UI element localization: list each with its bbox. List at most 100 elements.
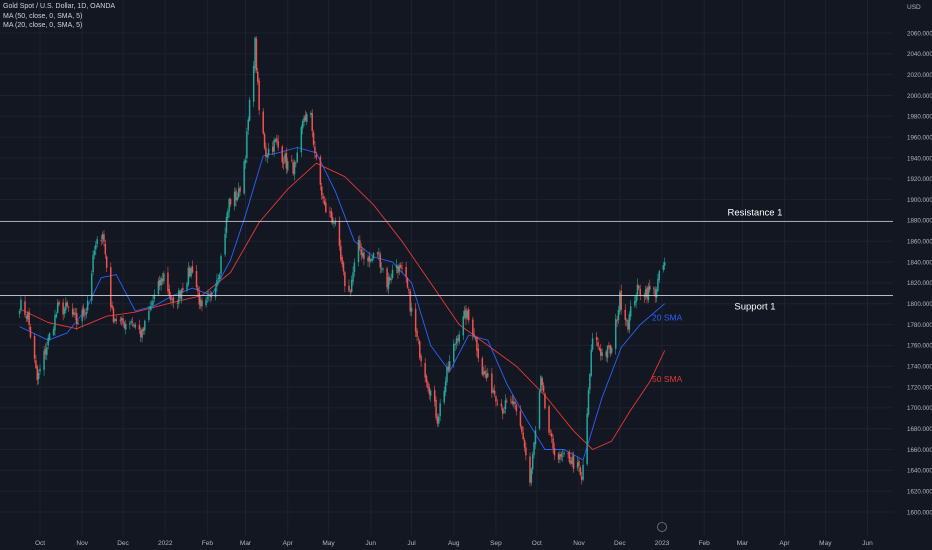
candle: [248, 96, 251, 122]
candle: [644, 285, 647, 301]
candle: [399, 262, 402, 269]
time-axis[interactable]: Oct Nov Dec 2022 Feb Mar Apr May Jun Jul Aug Sep Oct…: [0, 522, 932, 550]
candle-body: [255, 38, 258, 71]
candle-body: [350, 279, 353, 292]
candle-body: [239, 187, 241, 192]
candle: [120, 316, 123, 326]
candle-body: [199, 299, 202, 307]
candle-body: [169, 295, 172, 300]
candle: [296, 146, 298, 164]
candle: [112, 306, 115, 324]
symbol-title[interactable]: Gold Spot / U.S. Dollar, 1D, OANDA: [3, 3, 116, 10]
candle: [111, 301, 113, 310]
candle: [467, 306, 470, 324]
candle: [96, 235, 98, 248]
candle: [538, 389, 541, 431]
candle: [85, 308, 88, 319]
candle: [312, 129, 315, 148]
candle-body: [653, 287, 655, 289]
candle-body: [267, 148, 270, 155]
goto-date-icon[interactable]: [657, 522, 667, 532]
candle: [229, 197, 232, 208]
candle-body: [300, 127, 303, 153]
candle: [544, 392, 546, 410]
candle-body: [67, 306, 70, 308]
candle: [58, 299, 60, 307]
candle: [319, 154, 322, 191]
candle-body: [367, 257, 369, 262]
candle: [482, 367, 485, 377]
ma50-legend[interactable]: MA (50, close, 0, SMA, 5): [3, 12, 83, 20]
candle-body: [447, 366, 450, 371]
candle: [331, 212, 334, 226]
candle-body: [36, 366, 39, 381]
candle-body: [563, 452, 565, 455]
price-axis[interactable]: USD 1600.000 1620.000 1640.000 1660.000 1680.…: [893, 0, 932, 550]
candle-body: [104, 243, 107, 255]
candle: [71, 303, 74, 318]
candle-body: [525, 447, 527, 456]
candle-body: [338, 220, 341, 246]
candle-body: [43, 350, 45, 371]
candle: [36, 364, 39, 386]
candle-body: [92, 254, 94, 273]
candle: [514, 398, 516, 410]
candle: [340, 239, 342, 263]
candle-body: [357, 239, 360, 262]
candle: [129, 320, 131, 330]
time-tick-label: Jul: [407, 540, 416, 547]
candle-body: [315, 154, 318, 158]
candle: [429, 388, 432, 402]
candle-body: [523, 439, 526, 448]
candle: [33, 333, 36, 363]
candle-body: [340, 245, 342, 260]
time-tick-label: 2022: [158, 540, 173, 547]
candle: [595, 332, 598, 347]
time-tick-label: Apr: [283, 540, 294, 547]
candle-body: [538, 391, 541, 429]
sma20-line: [19, 147, 665, 461]
candle: [252, 61, 255, 108]
candle: [273, 137, 275, 157]
candle-body: [37, 373, 40, 379]
time-tick-label: May: [322, 540, 335, 547]
candle: [274, 138, 277, 143]
time-tick-label: Mar: [737, 540, 749, 547]
sma20-line-group: [19, 147, 665, 461]
candle: [473, 328, 475, 339]
candle-body: [182, 288, 184, 291]
candle: [619, 289, 621, 315]
candle-body: [274, 139, 277, 142]
candle-body: [580, 476, 583, 480]
candle: [20, 296, 22, 313]
price-tick-label: 1620.000: [907, 488, 932, 495]
candle: [187, 262, 190, 287]
candle-body: [105, 256, 108, 268]
candle: [549, 428, 552, 437]
candle: [406, 276, 409, 289]
candle: [104, 239, 107, 259]
candle: [519, 405, 522, 429]
candle-body: [119, 319, 122, 321]
candle: [247, 116, 249, 135]
candle: [531, 451, 534, 475]
candle-body: [417, 338, 420, 340]
candle-body: [149, 306, 151, 310]
candle-body: [398, 265, 401, 272]
candle-body: [229, 199, 232, 205]
candle: [265, 142, 267, 162]
candle: [25, 314, 28, 323]
candle: [503, 406, 505, 414]
candle: [301, 119, 304, 135]
candle: [414, 303, 417, 337]
ma20-legend[interactable]: MA (20, close, 0, SMA, 5): [3, 22, 83, 29]
candle: [224, 227, 226, 257]
candle: [217, 274, 220, 285]
candle-body: [303, 117, 305, 123]
candle-body: [629, 306, 632, 317]
candle-body: [341, 257, 343, 265]
candle: [653, 286, 655, 295]
candle-body: [101, 234, 104, 240]
candle: [75, 307, 78, 331]
